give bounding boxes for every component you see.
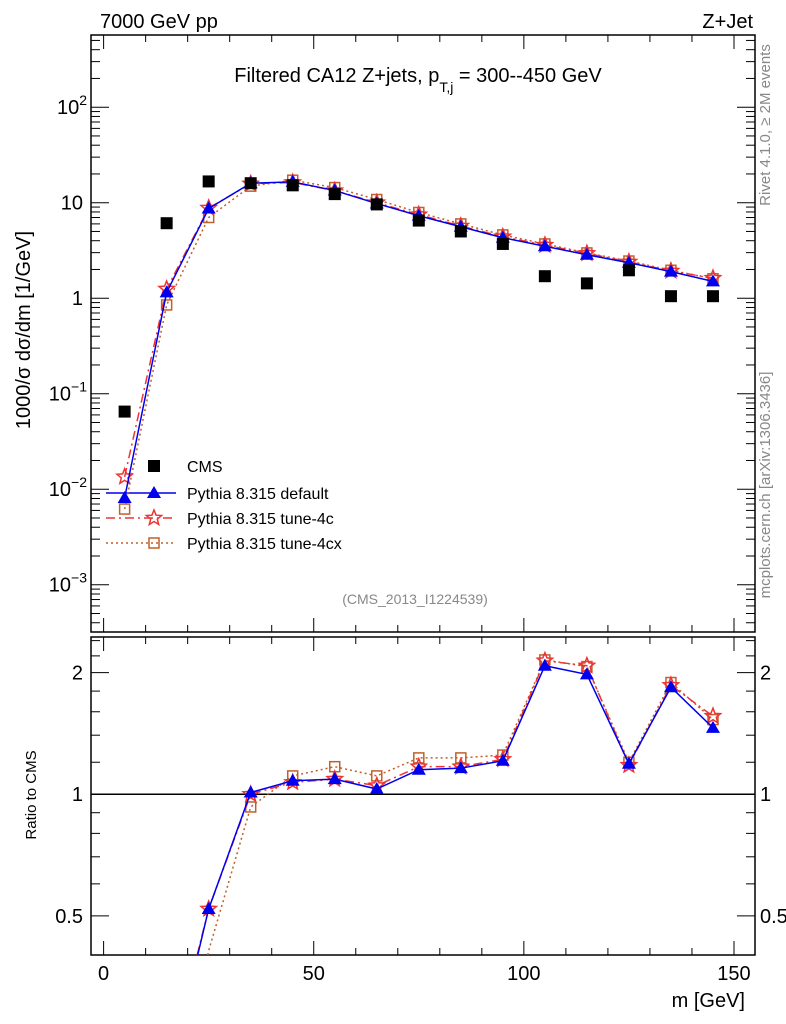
ratio-point-default-triangle-marker	[705, 720, 720, 733]
point-default-triangle-marker	[705, 274, 720, 287]
legend-label-cms: CMS	[187, 459, 223, 476]
y-tick-label: 102	[57, 92, 87, 119]
ratio-line-tune-4c	[196, 659, 714, 956]
header-right: Z+Jet	[702, 11, 753, 33]
x-tick-label: 150	[717, 963, 750, 985]
ratio-point-default-triangle-marker	[663, 680, 678, 693]
point-cms-square-marker	[538, 270, 551, 283]
x-tick-label: 0	[98, 963, 109, 985]
legend: CMS Pythia 8.315 default Pythia 8.315 tu…	[106, 459, 342, 553]
ratio-y-tick-label: 2	[72, 663, 83, 685]
point-default-triangle-marker	[117, 490, 132, 503]
point-tune-4cx-square-marker	[118, 503, 131, 515]
y-tick-label: 10−3	[49, 570, 87, 597]
main-title: Filtered CA12 Z+jets, pT,j = 300--450 Ge…	[234, 65, 602, 95]
point-cms-square-marker	[622, 264, 635, 277]
point-cms-square-marker	[706, 290, 719, 303]
y-axis-label: 1000/σ dσ/dm [1/GeV]	[13, 231, 35, 429]
legend-label-tune-4cx: Pythia 8.315 tune-4cx	[187, 536, 342, 553]
x-tick-label: 50	[303, 963, 325, 985]
ratio-point-default-triangle-marker	[369, 782, 384, 795]
ratio-line-default	[196, 664, 714, 956]
point-tune-4c-star-marker	[115, 466, 135, 485]
point-default-triangle-marker	[159, 285, 174, 298]
legend-tune-4cx-square-marker	[148, 537, 160, 549]
ratio-y-tick-label-right: 2	[760, 663, 771, 685]
point-cms-square-marker	[370, 198, 383, 211]
ratio-point-default-triangle-marker	[537, 658, 552, 671]
ratio-point-default-triangle-marker	[327, 772, 342, 785]
main-plot-area	[115, 172, 723, 515]
point-default-triangle-marker	[663, 264, 678, 277]
main-frame	[90, 34, 756, 633]
legend-cms-square-marker	[148, 460, 160, 472]
ratio-point-default-triangle-marker	[579, 667, 594, 680]
point-cms-square-marker	[664, 290, 677, 303]
ratio-y-tick-label: 1	[72, 784, 83, 806]
point-cms-square-marker	[244, 177, 257, 190]
point-default-triangle-marker	[537, 239, 552, 252]
mcplots-label: mcplots.cern.ch [arXiv:1306.3436]	[757, 372, 774, 599]
point-cms-square-marker	[328, 188, 341, 201]
y-tick-label: 10	[61, 193, 83, 215]
point-tune-4cx-square-marker	[160, 299, 173, 311]
legend-label-tune-4c: Pythia 8.315 tune-4c	[187, 511, 334, 528]
y-tick-label: 10−2	[49, 474, 87, 501]
ratio-point-tune-4c-star-marker	[703, 706, 723, 725]
ratio-y-tick-label: 0.5	[55, 906, 83, 928]
ratio-point-default-triangle-marker	[411, 762, 426, 775]
legend-label-default: Pythia 8.315 default	[187, 486, 329, 503]
legend-tune-4c-star-marker	[144, 507, 164, 527]
x-tick-label: 100	[507, 963, 540, 985]
ratio-point-default-triangle-marker	[621, 756, 636, 769]
ratio-point-default-triangle-marker	[243, 785, 258, 798]
ratio-point-tune-4c-star-marker	[241, 784, 261, 803]
point-cms-square-marker	[160, 217, 173, 230]
point-cms-square-marker	[496, 237, 509, 250]
line-tune-4c	[123, 181, 714, 477]
analysis-id: (CMS_2013_I1224539)	[342, 591, 488, 607]
ratio-point-default-triangle-marker	[285, 773, 300, 786]
legend-default-triangle-marker	[147, 486, 161, 498]
ratio-y-label: Ratio to CMS	[23, 750, 40, 839]
point-cms-square-marker	[118, 405, 131, 418]
y-tick-label: 10−1	[49, 379, 87, 406]
point-cms-square-marker	[580, 277, 593, 290]
ratio-point-default-triangle-marker	[453, 761, 468, 774]
ratio-line-tune-4cx	[206, 659, 714, 956]
point-default-triangle-marker	[579, 247, 594, 260]
line-default	[123, 181, 714, 499]
y-tick-label: 1	[72, 288, 83, 310]
ratio-point-default-triangle-marker	[495, 753, 510, 766]
ratio-frame	[90, 636, 756, 956]
point-cms-square-marker	[412, 214, 425, 227]
ratio-point-default-triangle-marker	[201, 901, 216, 914]
header-left: 7000 GeV pp	[100, 11, 218, 33]
ratio-plot-area	[196, 650, 723, 956]
rivet-version-label: Rivet 4.1.0, ≥ 2M events	[757, 44, 774, 206]
point-default-triangle-marker	[201, 201, 216, 214]
x-axis-label: m [GeV]	[672, 990, 745, 1012]
point-cms-square-marker	[286, 179, 299, 192]
point-cms-square-marker	[454, 225, 467, 238]
ratio-point-tune-4cx-square-marker	[371, 770, 383, 782]
ratio-y-tick-label-right: 0.5	[760, 906, 786, 928]
point-cms-square-marker	[202, 175, 215, 188]
ratio-y-tick-label-right: 1	[760, 784, 771, 806]
